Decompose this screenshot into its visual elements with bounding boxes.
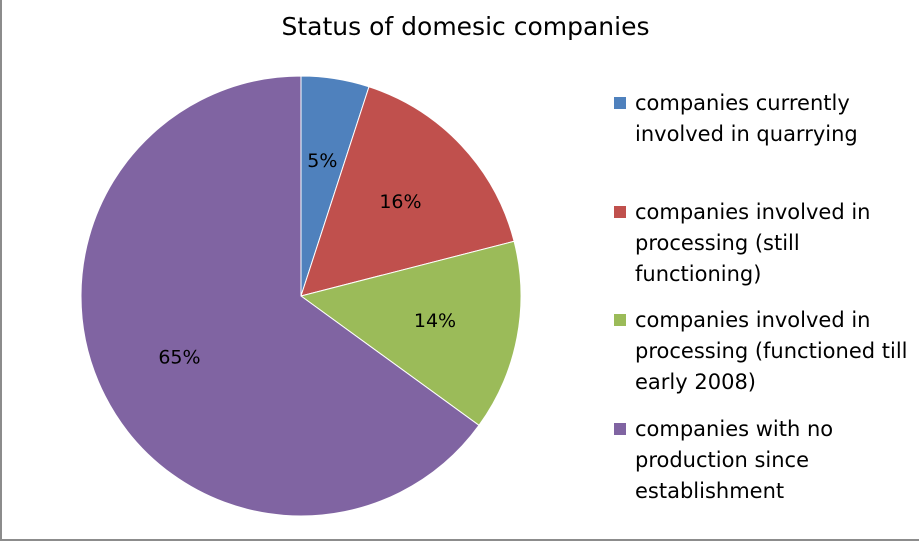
legend-label: companies involved in processing (functi… bbox=[635, 305, 915, 398]
pie-slice-2 bbox=[300, 86, 515, 297]
pie-slice-3 bbox=[299, 240, 522, 427]
pie-chart: 5% 16% 14% 65% bbox=[80, 75, 522, 517]
legend-line: companies involved in bbox=[635, 200, 871, 224]
slice-value-label: 65% bbox=[158, 346, 200, 368]
legend-line: companies involved in bbox=[635, 308, 871, 332]
chart-title: Status of domesic companies bbox=[281, 12, 650, 41]
legend-swatch bbox=[614, 423, 626, 435]
slice-value-label: 14% bbox=[414, 310, 456, 332]
pie-slice-4 bbox=[80, 75, 480, 517]
legend-label: companies currently involved in quarryin… bbox=[635, 88, 915, 150]
slice-value-label: 16% bbox=[379, 191, 421, 213]
legend-line: production since bbox=[635, 448, 809, 472]
legend-label: companies involved in processing (still … bbox=[635, 197, 915, 290]
legend-swatch bbox=[614, 314, 626, 326]
legend-line: functioning) bbox=[635, 262, 762, 286]
legend-line: processing (functioned till bbox=[635, 339, 908, 363]
legend-swatch bbox=[614, 206, 626, 218]
legend-line: processing (still bbox=[635, 231, 800, 255]
legend-line: establishment bbox=[635, 479, 785, 503]
legend-swatch bbox=[614, 97, 626, 109]
slice-value-label: 5% bbox=[307, 150, 337, 172]
legend-label: companies with no production since estab… bbox=[635, 414, 915, 507]
legend-line: involved in quarrying bbox=[635, 122, 858, 146]
legend-line: companies currently bbox=[635, 91, 850, 115]
legend-line: early 2008) bbox=[635, 370, 756, 394]
legend-line: companies with no bbox=[635, 417, 834, 441]
